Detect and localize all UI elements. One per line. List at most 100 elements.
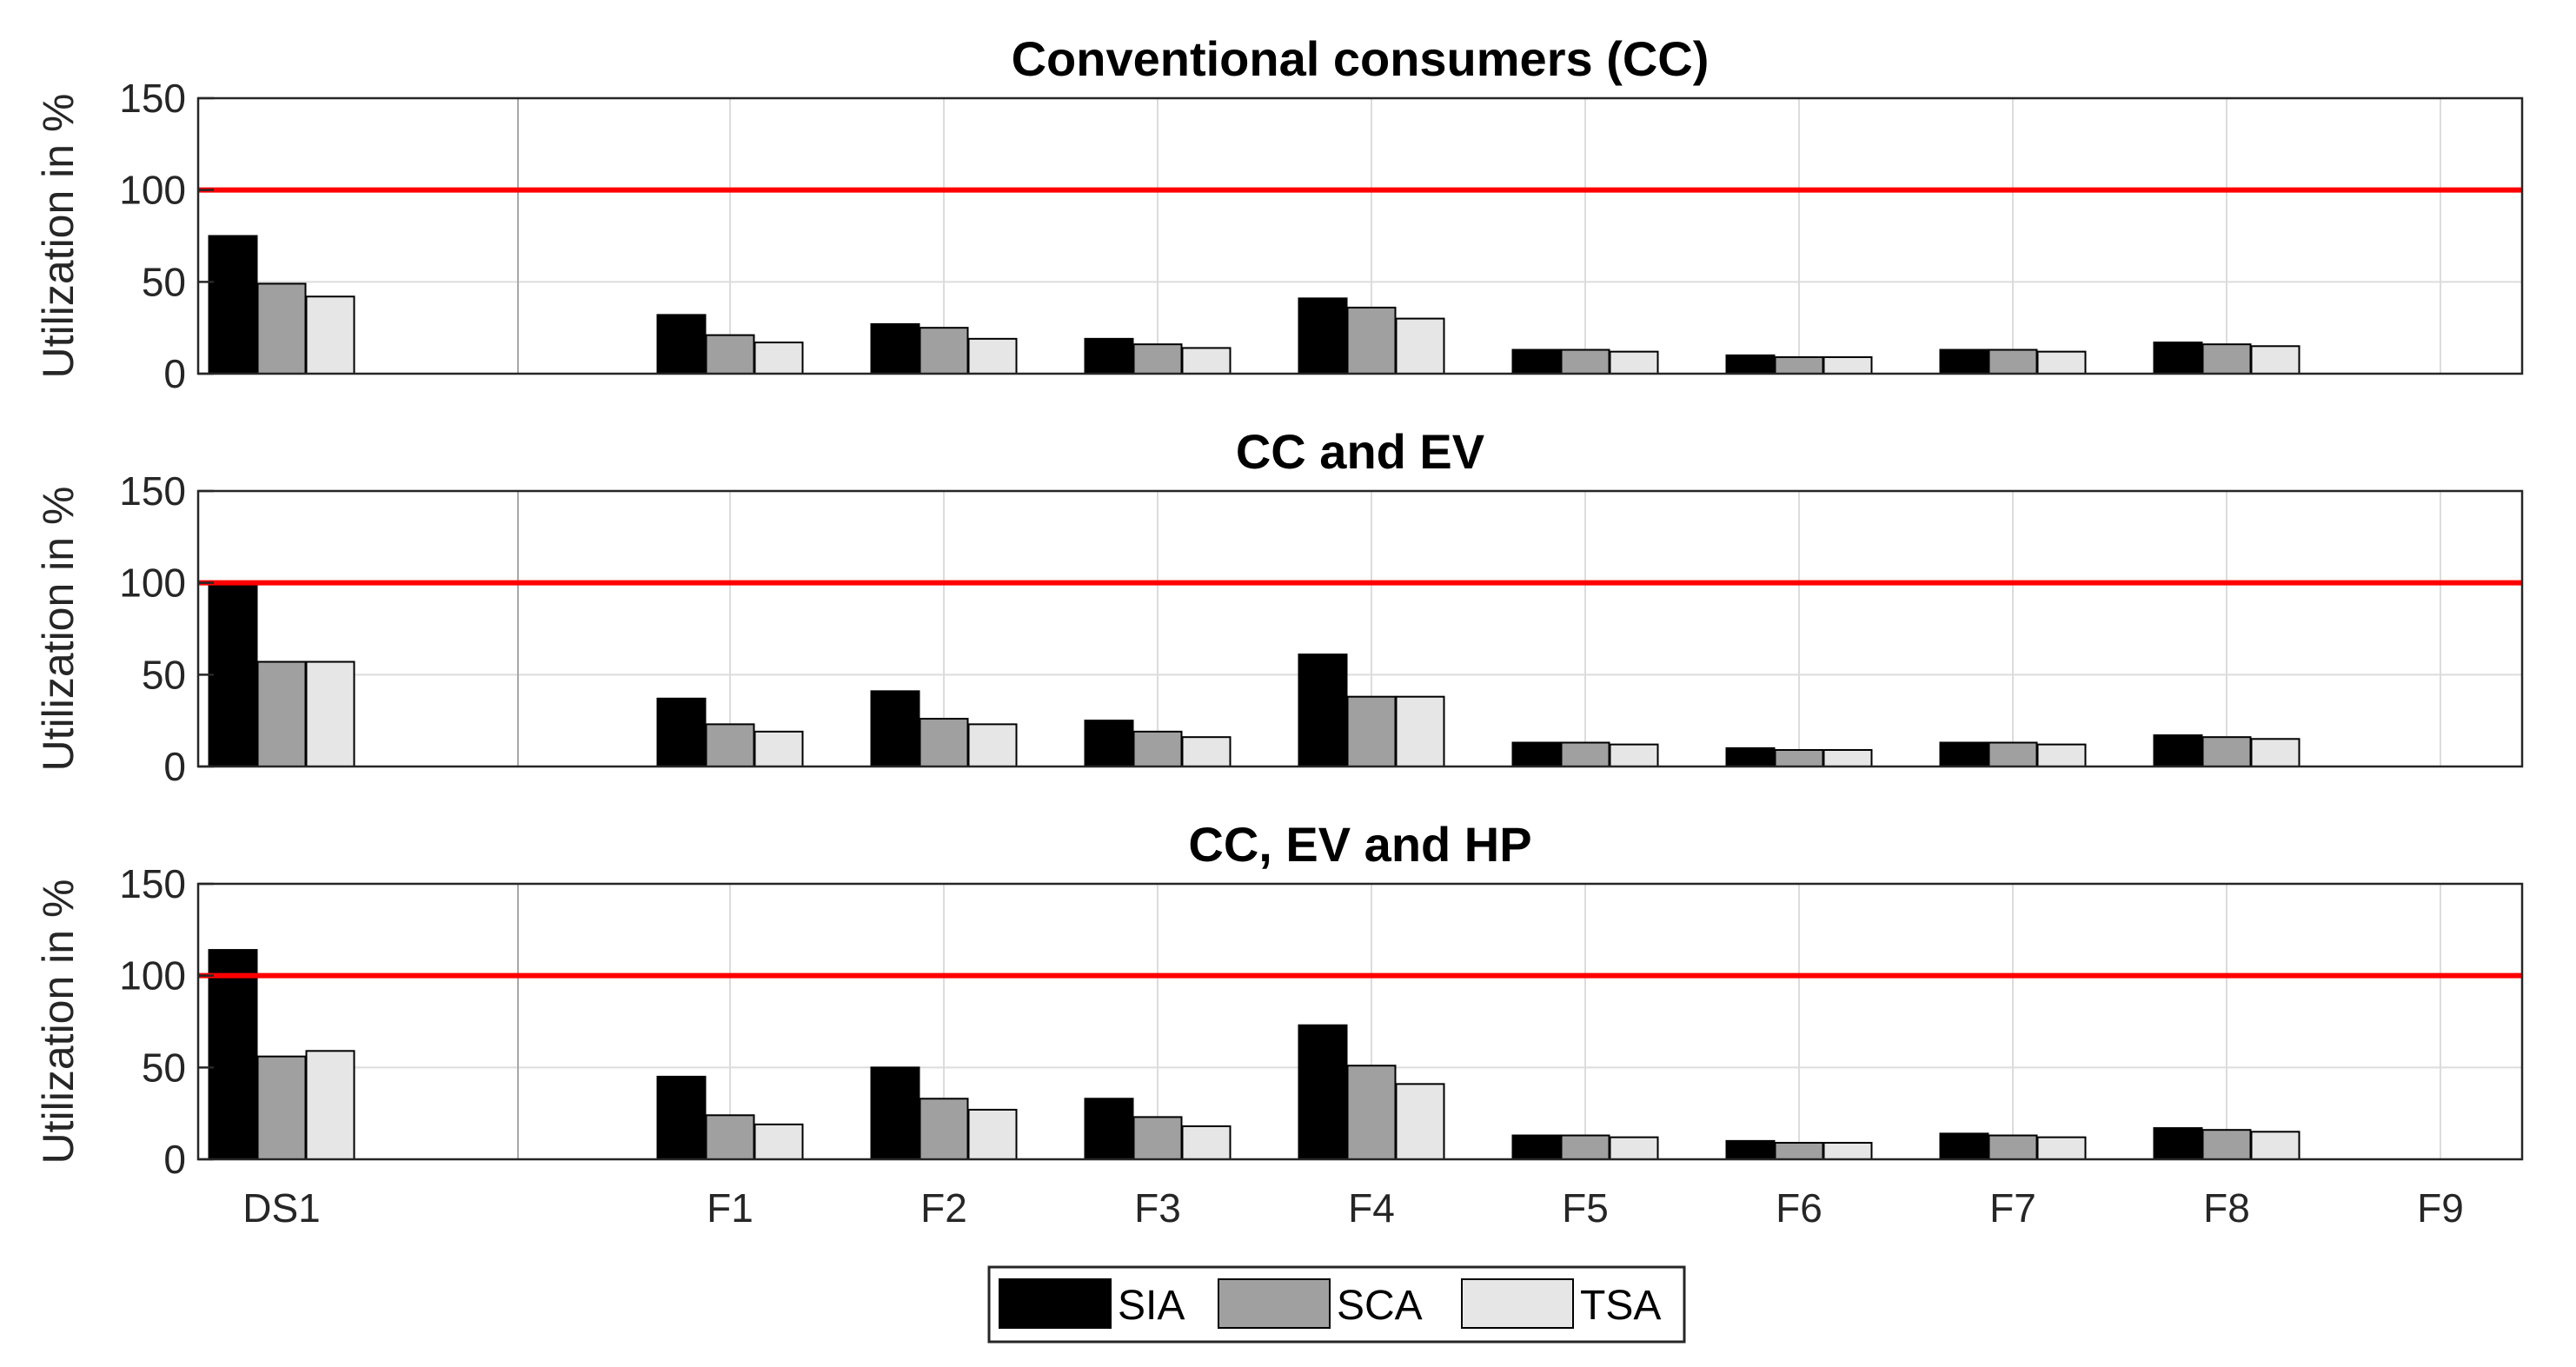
bar-sca-f3 bbox=[1132, 1116, 1183, 1160]
bar-sca-f7 bbox=[1988, 741, 2038, 768]
bar-sca-f8 bbox=[2201, 1129, 2252, 1160]
y-tick-label: 0 bbox=[163, 1137, 186, 1182]
bar-tsa-ds1 bbox=[305, 1050, 355, 1161]
panel-title: CC, EV and HP bbox=[1188, 817, 1531, 872]
bar-sia-f6 bbox=[1725, 354, 1776, 375]
y-tick-label: 150 bbox=[119, 861, 186, 906]
y-tick-label: 50 bbox=[142, 1045, 186, 1090]
bar-sia-f6 bbox=[1725, 1139, 1776, 1161]
bar-sia-ds1 bbox=[208, 581, 258, 768]
legend-label-sia: SIA bbox=[1118, 1283, 1185, 1329]
y-tick-label: 100 bbox=[119, 561, 186, 606]
bar-sia-f1 bbox=[656, 697, 707, 767]
bar-tsa-f2 bbox=[967, 723, 1018, 767]
chart-panel-1: 0 50 100 150 Conventional consumers (CC) Util… bbox=[34, 31, 2524, 396]
x-tick-label-f7: F7 bbox=[1989, 1185, 2036, 1231]
bar-sia-f2 bbox=[870, 1066, 920, 1161]
y-axis-label: Utilization in % bbox=[34, 487, 83, 772]
bar-sca-f5 bbox=[1560, 1134, 1610, 1160]
bar-sia-f5 bbox=[1511, 1134, 1562, 1160]
y-tick-label: 0 bbox=[163, 744, 186, 789]
x-tick-label-f8: F8 bbox=[2203, 1185, 2250, 1231]
legend-swatch-tsa bbox=[1461, 1278, 1574, 1329]
bar-sia-f5 bbox=[1511, 348, 1562, 375]
legend-label-sca: SCA bbox=[1337, 1283, 1423, 1329]
bar-tsa-f2 bbox=[967, 337, 1018, 375]
bar-sia-f1 bbox=[656, 314, 707, 375]
bar-sia-ds1 bbox=[208, 235, 258, 375]
bar-tsa-f8 bbox=[2250, 738, 2300, 767]
bar-tsa-f5 bbox=[1609, 350, 1659, 375]
x-tick-label-f2: F2 bbox=[920, 1185, 967, 1231]
bar-sca-f6 bbox=[1774, 748, 1824, 767]
bar-sia-f3 bbox=[1084, 720, 1134, 768]
bar-sca-f7 bbox=[1988, 1134, 2038, 1160]
bar-sca-ds1 bbox=[256, 1055, 307, 1160]
bar-tsa-f6 bbox=[1822, 1141, 1873, 1160]
bar-sca-ds1 bbox=[256, 282, 307, 375]
bar-sca-f7 bbox=[1988, 348, 2038, 375]
y-tick-label: 150 bbox=[119, 468, 186, 514]
bar-tsa-f3 bbox=[1181, 1125, 1232, 1160]
x-tick-label-f6: F6 bbox=[1776, 1185, 1822, 1231]
bar-sia-f7 bbox=[1939, 741, 1989, 768]
chart-panel-3: 0 50 100 150 CC, EV and HP Utilization in % DS… bbox=[34, 817, 2524, 1231]
panels: 0 50 100 150 Conventional consumers (CC) Util… bbox=[34, 31, 2524, 1231]
y-tick-label: 50 bbox=[142, 259, 186, 304]
x-tick-label-f4: F4 bbox=[1348, 1185, 1395, 1231]
axes-box bbox=[196, 882, 2524, 1161]
bar-tsa-f4 bbox=[1395, 695, 1445, 768]
bar-sia-f8 bbox=[2153, 734, 2203, 767]
panel-title: Conventional consumers (CC) bbox=[1012, 31, 1710, 86]
bar-tsa-ds1 bbox=[305, 295, 355, 375]
x-tick-label-ds1: DS1 bbox=[242, 1185, 320, 1231]
bar-sca-f4 bbox=[1346, 1065, 1397, 1160]
x-tick-label-f1: F1 bbox=[707, 1185, 754, 1231]
y-tick-label: 100 bbox=[119, 168, 186, 213]
bar-sca-f2 bbox=[919, 1098, 969, 1161]
y-tick-label: 0 bbox=[163, 351, 186, 396]
bar-sia-f4 bbox=[1298, 297, 1348, 375]
panel-title: CC and EV bbox=[1236, 424, 1484, 479]
bar-tsa-f3 bbox=[1181, 736, 1232, 767]
bar-sca-f6 bbox=[1774, 355, 1824, 375]
y-tick-label: 100 bbox=[119, 953, 186, 999]
bar-tsa-f1 bbox=[754, 730, 804, 768]
bar-sia-f3 bbox=[1084, 337, 1134, 375]
bar-sca-f2 bbox=[919, 327, 969, 375]
bar-sca-f5 bbox=[1560, 348, 1610, 375]
bar-tsa-f7 bbox=[2036, 350, 2087, 375]
bar-sca-f3 bbox=[1132, 343, 1183, 375]
bar-sca-f4 bbox=[1346, 695, 1397, 768]
y-tick-label: 150 bbox=[119, 76, 186, 121]
bar-tsa-f3 bbox=[1181, 347, 1232, 375]
bar-tsa-f8 bbox=[2250, 1131, 2300, 1161]
bar-tsa-f5 bbox=[1609, 743, 1659, 768]
bar-sca-f1 bbox=[705, 1114, 755, 1161]
bar-tsa-ds1 bbox=[305, 660, 355, 767]
bar-sia-f2 bbox=[870, 322, 920, 375]
bar-tsa-f6 bbox=[1822, 748, 1873, 767]
y-axis-label: Utilization in % bbox=[34, 94, 83, 379]
y-tick-label: 50 bbox=[142, 652, 186, 697]
axes-box bbox=[196, 489, 2524, 768]
bar-sia-ds1 bbox=[208, 949, 258, 1160]
x-tick-label-f3: F3 bbox=[1134, 1185, 1181, 1231]
bar-tsa-f1 bbox=[754, 342, 804, 375]
bar-sia-f8 bbox=[2153, 342, 2203, 375]
legend-swatch-sia bbox=[999, 1278, 1112, 1329]
bar-sca-f2 bbox=[919, 718, 969, 768]
bar-tsa-f4 bbox=[1395, 1083, 1445, 1161]
bar-sia-f1 bbox=[656, 1075, 707, 1161]
x-tick-label-f5: F5 bbox=[1562, 1185, 1609, 1231]
bar-sca-f6 bbox=[1774, 1141, 1824, 1160]
bar-tsa-f4 bbox=[1395, 317, 1445, 375]
bar-sca-f1 bbox=[705, 334, 755, 375]
bar-sia-f4 bbox=[1298, 1024, 1348, 1161]
bar-sca-f5 bbox=[1560, 741, 1610, 768]
bar-sia-f4 bbox=[1298, 654, 1348, 767]
bar-tsa-f7 bbox=[2036, 743, 2087, 768]
bar-sca-f8 bbox=[2201, 736, 2252, 767]
bar-sca-f1 bbox=[705, 723, 755, 767]
